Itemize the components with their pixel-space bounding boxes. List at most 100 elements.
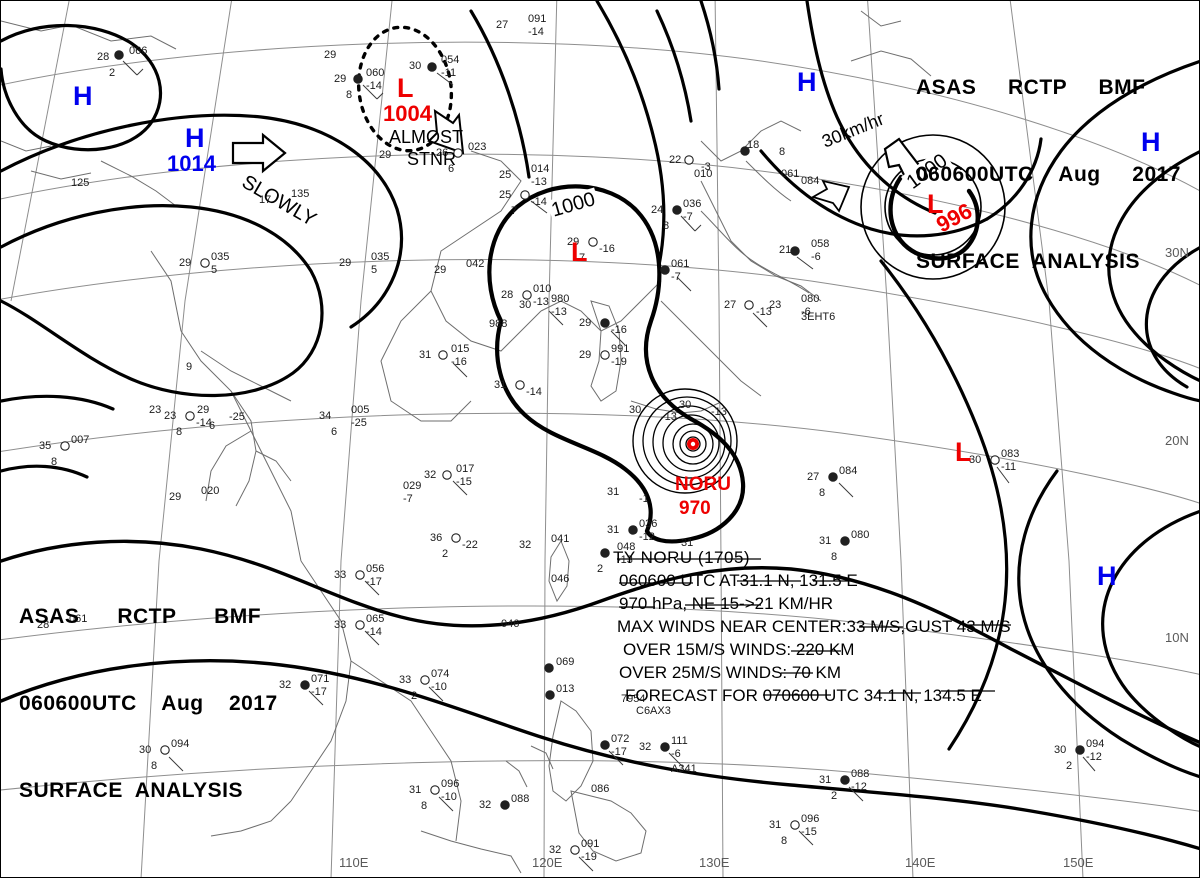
station-visibility: 29 <box>339 257 352 269</box>
station-pressure: 988 <box>489 318 508 330</box>
station-visibility: 29 <box>179 257 192 269</box>
station-visibility: 23 <box>164 410 177 422</box>
station-temperature: -15 <box>456 476 472 488</box>
station-dewpoint: 2 <box>831 790 838 802</box>
low-symbol-996: L <box>927 189 944 219</box>
station-pressure: 980 <box>551 293 570 305</box>
high-symbol-1014: H <box>185 123 205 153</box>
station-temperature: 9 <box>186 361 193 373</box>
station-temperature: -11 <box>1001 461 1017 473</box>
station-pressure: 096 <box>441 778 460 790</box>
station-pressure: 080 <box>851 529 870 541</box>
station-temperature: -13 <box>551 306 567 318</box>
station-visibility: 31 <box>409 784 422 796</box>
station-dewpoint: 8 <box>51 456 58 468</box>
station-pressure: 017 <box>456 463 475 475</box>
station-visibility: 32 <box>519 539 532 551</box>
station-temperature: -11 <box>441 67 457 79</box>
station-visibility: 29 <box>197 404 210 416</box>
station-pressure: 013 <box>556 683 575 695</box>
high-1014-value: 1014 <box>167 151 216 176</box>
station-pressure: 010 <box>533 283 552 295</box>
station-temperature: -14 <box>196 417 212 429</box>
station-pressure: 041 <box>551 533 570 545</box>
station-pressure: 020 <box>201 485 220 497</box>
station-visibility: 31 <box>769 819 782 831</box>
station-temperature: -10 <box>431 681 447 693</box>
station-temperature: -7 <box>403 493 413 505</box>
station-dewpoint: 6 <box>448 163 455 175</box>
high-symbol-far-e: H <box>1141 127 1161 157</box>
station-visibility: 32 <box>549 844 562 856</box>
header-bottom-line2: 060600UTC Aug 2017 <box>19 692 278 715</box>
station-temperature: -16 <box>599 243 615 255</box>
station-visibility: 29 <box>379 149 392 161</box>
station-temperature: -7 <box>671 271 681 283</box>
station-visibility: 33 <box>334 619 347 631</box>
station-pressure: 065 <box>366 613 385 625</box>
station-visibility: 32 <box>424 469 437 481</box>
high-symbol-nw: H <box>73 81 93 111</box>
station-temperature: -12 <box>1086 751 1102 763</box>
station-visibility: 30 <box>409 60 422 72</box>
station-pressure: 061 <box>69 613 88 625</box>
station-pressure: 069 <box>556 656 575 668</box>
station-temperature: -25 <box>229 411 245 423</box>
station-pressure: 029 <box>403 480 422 492</box>
low-1004-value: 1004 <box>383 101 432 126</box>
station-temperature: 5 <box>371 264 378 276</box>
station-dewpoint: 8 <box>819 487 826 499</box>
station-temperature: -12 <box>639 531 655 543</box>
station-visibility: 24 <box>651 204 664 216</box>
station-visibility: 29 <box>434 264 447 276</box>
station-visibility: 17 <box>259 194 272 206</box>
station-visibility: 29 <box>579 349 592 361</box>
station-pressure: 074 <box>431 668 450 680</box>
station-visibility: 29 <box>324 49 337 61</box>
station-visibility: 28 <box>97 51 110 63</box>
lon-label-120e: 120E <box>532 855 563 870</box>
ty-info-line-max-winds: MAX WINDS NEAR CENTER:33 M/S,GUST 43 M/S <box>617 617 1011 636</box>
station-pressure: 091 <box>528 13 547 25</box>
station-temperature: -13 <box>711 406 727 418</box>
station-pressure: 005 <box>351 404 370 416</box>
station-pressure: 125 <box>71 177 90 189</box>
station-dewpoint: 2 <box>109 67 116 79</box>
station-pressure: 080 <box>801 293 820 305</box>
station-visibility: 29 <box>567 236 580 248</box>
station-temperature: -13 <box>533 296 549 308</box>
station-temperature: -14 <box>526 386 542 398</box>
header-bottom-left: ASAS RCTP BMF 060600UTC Aug 2017 SURFACE… <box>19 544 278 863</box>
station-visibility: 26 <box>436 147 449 159</box>
station-dewpoint: 8 <box>831 551 838 563</box>
station-visibility: 27 <box>807 471 820 483</box>
station-visibility: 30 <box>1054 744 1067 756</box>
station-temperature: -22 <box>462 539 478 551</box>
station-visibility: 25 <box>499 189 512 201</box>
station-temperature: 8 <box>779 146 786 158</box>
movement-arrow-high <box>231 132 287 174</box>
station-visibility: 27 <box>724 299 737 311</box>
lon-label-150e: 150E <box>1063 855 1094 870</box>
low-symbol-1004: L <box>397 73 414 103</box>
ty-info-underlines <box>617 558 1011 696</box>
station-temperature: -17 <box>311 686 327 698</box>
ty-info-line-forecast: FORECAST FOR 070600 UTC 34.1 N, 134.5 E <box>625 686 982 705</box>
station-temperature: -1 <box>639 493 649 505</box>
station-pressure: 010 <box>694 168 713 180</box>
station-dewpoint: 8 <box>421 800 428 812</box>
isobars <box>1 1 1199 851</box>
station-temperature: -16 <box>451 356 467 368</box>
station-dewpoint: 2 <box>597 563 604 575</box>
station-temperature: -14 <box>366 626 382 638</box>
station-temperature: -16 <box>611 324 627 336</box>
station-visibility: 31 <box>494 379 507 391</box>
station-pressure: 015 <box>451 343 470 355</box>
station-visibility: 18 <box>747 139 760 151</box>
low-symbol-east: L <box>955 437 972 467</box>
station-temperature: -15 <box>801 826 817 838</box>
station-visibility: 30 <box>969 454 982 466</box>
station-temperature: -13 <box>756 306 772 318</box>
station-pressure: 3EHT6 <box>801 311 836 323</box>
ty-info-line-15ms-radius: OVER 15M/S WINDS: 220 KM <box>623 640 855 659</box>
